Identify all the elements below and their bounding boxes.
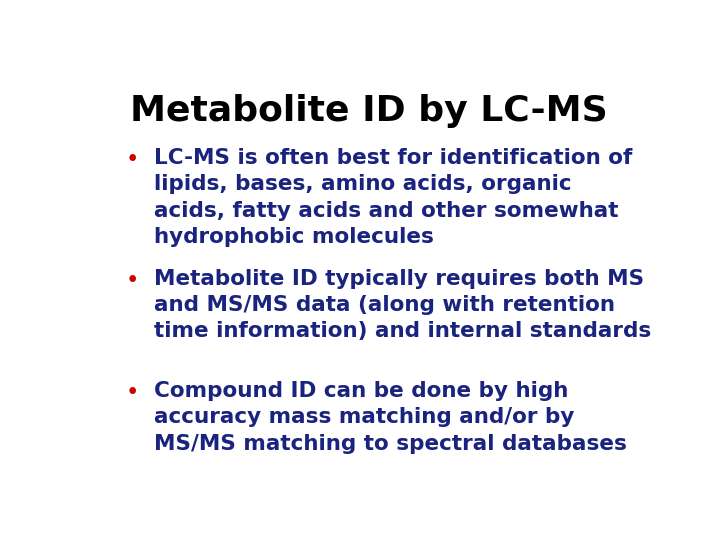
Text: Metabolite ID by LC-MS: Metabolite ID by LC-MS	[130, 94, 608, 128]
Text: Metabolite ID typically requires both MS
and MS/MS data (along with retention
ti: Metabolite ID typically requires both MS…	[154, 268, 652, 341]
Text: •: •	[125, 148, 138, 171]
Text: •: •	[125, 268, 138, 292]
Text: •: •	[125, 381, 138, 404]
Text: LC-MS is often best for identification of
lipids, bases, amino acids, organic
ac: LC-MS is often best for identification o…	[154, 148, 633, 247]
Text: Compound ID can be done by high
accuracy mass matching and/or by
MS/MS matching : Compound ID can be done by high accuracy…	[154, 381, 627, 454]
